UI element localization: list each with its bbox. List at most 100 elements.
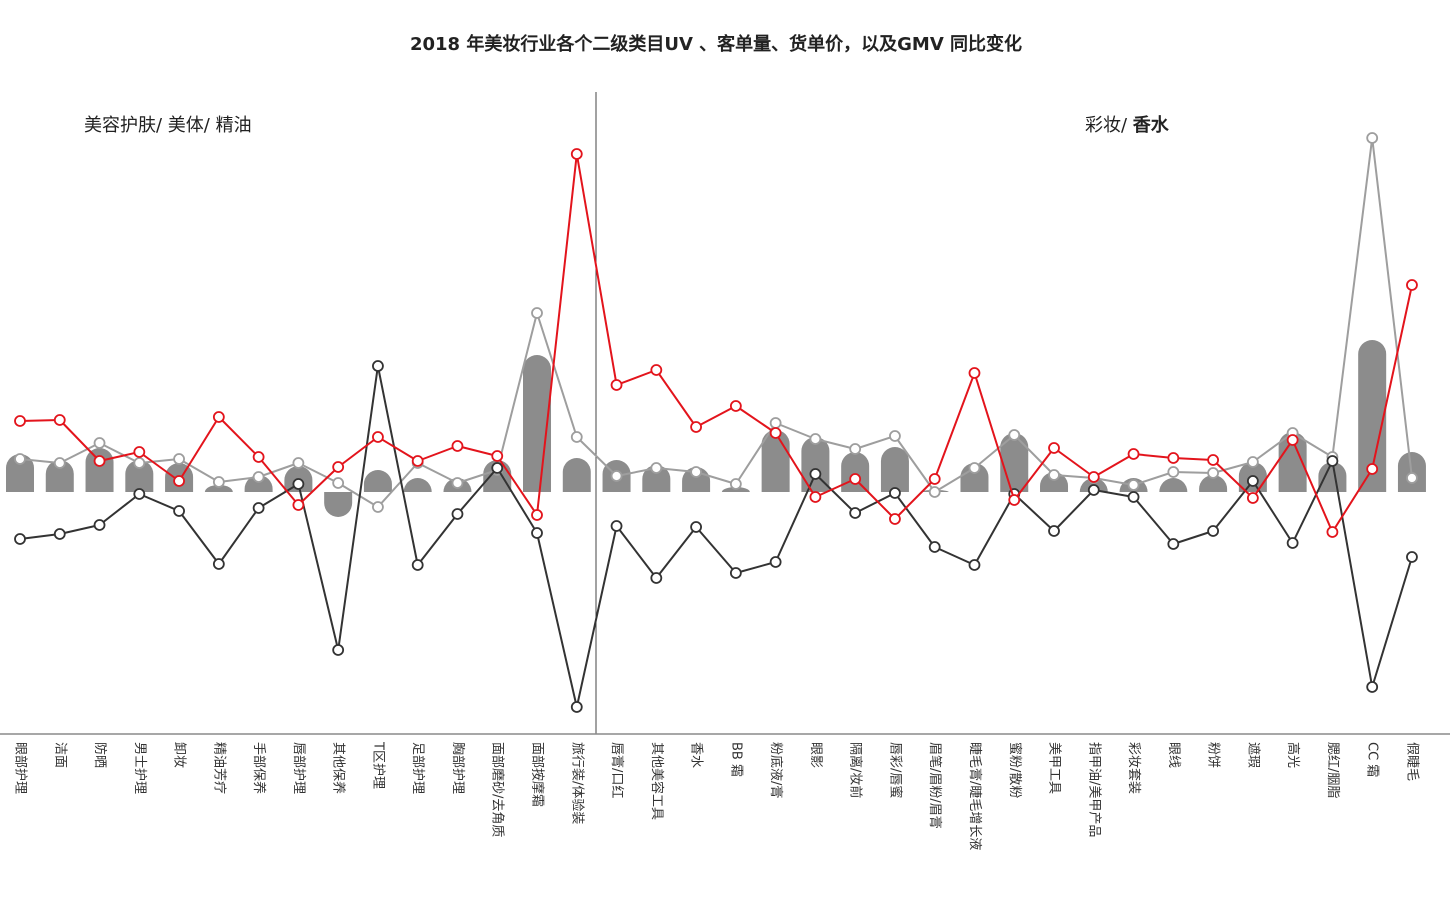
bar	[1318, 462, 1347, 492]
data-point	[570, 148, 583, 160]
data-point	[809, 491, 822, 503]
data-point	[93, 455, 106, 467]
data-point	[1207, 467, 1219, 479]
x-tick-label: 粉底液/膏	[768, 742, 784, 798]
data-point	[212, 411, 225, 423]
data-point	[849, 473, 862, 485]
x-tick-label: 隔离/妆前	[848, 742, 864, 798]
data-point	[1326, 455, 1339, 467]
data-point	[1048, 442, 1060, 454]
data-point	[610, 470, 623, 482]
data-point	[1167, 452, 1180, 464]
x-tick-label: 眼部护理	[13, 742, 28, 794]
data-point	[133, 488, 146, 500]
data-point	[1087, 484, 1100, 496]
data-point	[252, 451, 265, 463]
x-tick-label: BB 霜	[728, 742, 743, 777]
section-label-skincare: 美容护肤/ 美体/ 精油	[84, 115, 252, 136]
bar	[1278, 432, 1307, 492]
data-point	[1366, 681, 1379, 693]
data-point	[332, 477, 345, 489]
data-point	[849, 443, 862, 455]
bar	[1000, 433, 1029, 492]
data-point	[968, 559, 981, 571]
bar	[403, 478, 432, 492]
x-tick-label: 唇部护理	[291, 742, 306, 794]
data-point	[252, 502, 265, 514]
data-point	[690, 421, 702, 433]
data-point	[928, 473, 941, 485]
data-point	[1246, 492, 1259, 504]
data-point	[451, 440, 464, 452]
data-point	[849, 507, 862, 519]
x-tick-label: 洁面	[52, 742, 67, 768]
x-tick-label: 彩妆套装	[1126, 742, 1142, 794]
data-point	[1326, 526, 1339, 538]
data-point	[1127, 448, 1140, 460]
x-tick-label: 高光	[1285, 742, 1301, 768]
data-point	[93, 437, 106, 449]
data-point	[14, 453, 26, 465]
data-point	[1406, 279, 1418, 291]
data-point	[212, 558, 225, 570]
x-tick-label: 面部按摩霜	[530, 742, 546, 807]
data-point	[889, 513, 901, 525]
x-tick-labels: 眼部护理 洁面 防晒 男士护理 卸妆 精油芳疗 手部保养 唇部护理 其他保养 T区护理 足部护理 胸部…	[13, 741, 1420, 850]
data-point	[212, 476, 225, 488]
x-tick-label: CC 霜	[1365, 742, 1380, 777]
data-point	[292, 478, 305, 490]
data-point	[1167, 538, 1180, 550]
data-point	[968, 462, 981, 474]
bar	[85, 448, 114, 492]
x-tick-label: 腮红/胭脂	[1325, 742, 1341, 798]
x-tick-label: 粉饼	[1206, 742, 1221, 768]
section-label-makeup: 彩妆/ 香水	[1085, 114, 1170, 136]
x-tick-label: 其他保养	[331, 742, 347, 794]
x-tick-label: 手部保养	[251, 742, 267, 794]
x-tick-label: 假睫毛	[1405, 742, 1420, 781]
data-point	[809, 433, 822, 445]
x-tick-label: 唇彩/唇蜜	[887, 742, 902, 798]
x-tick-label: 面部磨砂/去角质	[490, 742, 505, 837]
data-point	[769, 427, 782, 439]
x-tick-label: 男士护理	[132, 742, 147, 794]
data-point	[491, 462, 504, 474]
data-point	[690, 466, 702, 478]
x-tick-label: 眼影	[808, 742, 823, 768]
data-point	[610, 379, 623, 391]
bar	[1040, 472, 1069, 492]
data-point	[451, 477, 464, 489]
series-line	[19, 365, 1413, 708]
bar	[45, 460, 74, 492]
data-point	[173, 453, 185, 465]
data-point	[1087, 471, 1100, 483]
data-point	[252, 471, 265, 483]
series-line	[19, 137, 1413, 508]
bar	[204, 485, 233, 492]
data-point	[531, 509, 543, 521]
data-point	[1207, 454, 1219, 466]
x-tick-label: 美甲工具	[1047, 742, 1062, 794]
x-tick-label: 其他美容工具	[649, 742, 665, 820]
x-tick-label: 蜜粉/散粉	[1007, 742, 1022, 798]
data-point	[173, 475, 185, 487]
data-point	[1008, 494, 1021, 506]
data-point	[1286, 434, 1299, 446]
data-point	[729, 400, 742, 412]
data-point	[1366, 132, 1379, 144]
data-point	[928, 541, 941, 553]
data-point	[491, 450, 504, 462]
data-point	[769, 556, 782, 568]
x-tick-label: 遮瑕	[1245, 742, 1261, 768]
data-point	[1366, 463, 1379, 475]
x-tick-label: 唇膏/口红	[609, 742, 625, 798]
bar	[125, 460, 154, 492]
data-point	[332, 644, 345, 656]
data-point	[650, 572, 663, 584]
data-point	[570, 431, 583, 443]
data-point	[928, 486, 941, 498]
x-tick-label: 旅行装/体验装	[569, 742, 585, 824]
data-point	[531, 527, 543, 539]
data-point	[1207, 525, 1219, 537]
